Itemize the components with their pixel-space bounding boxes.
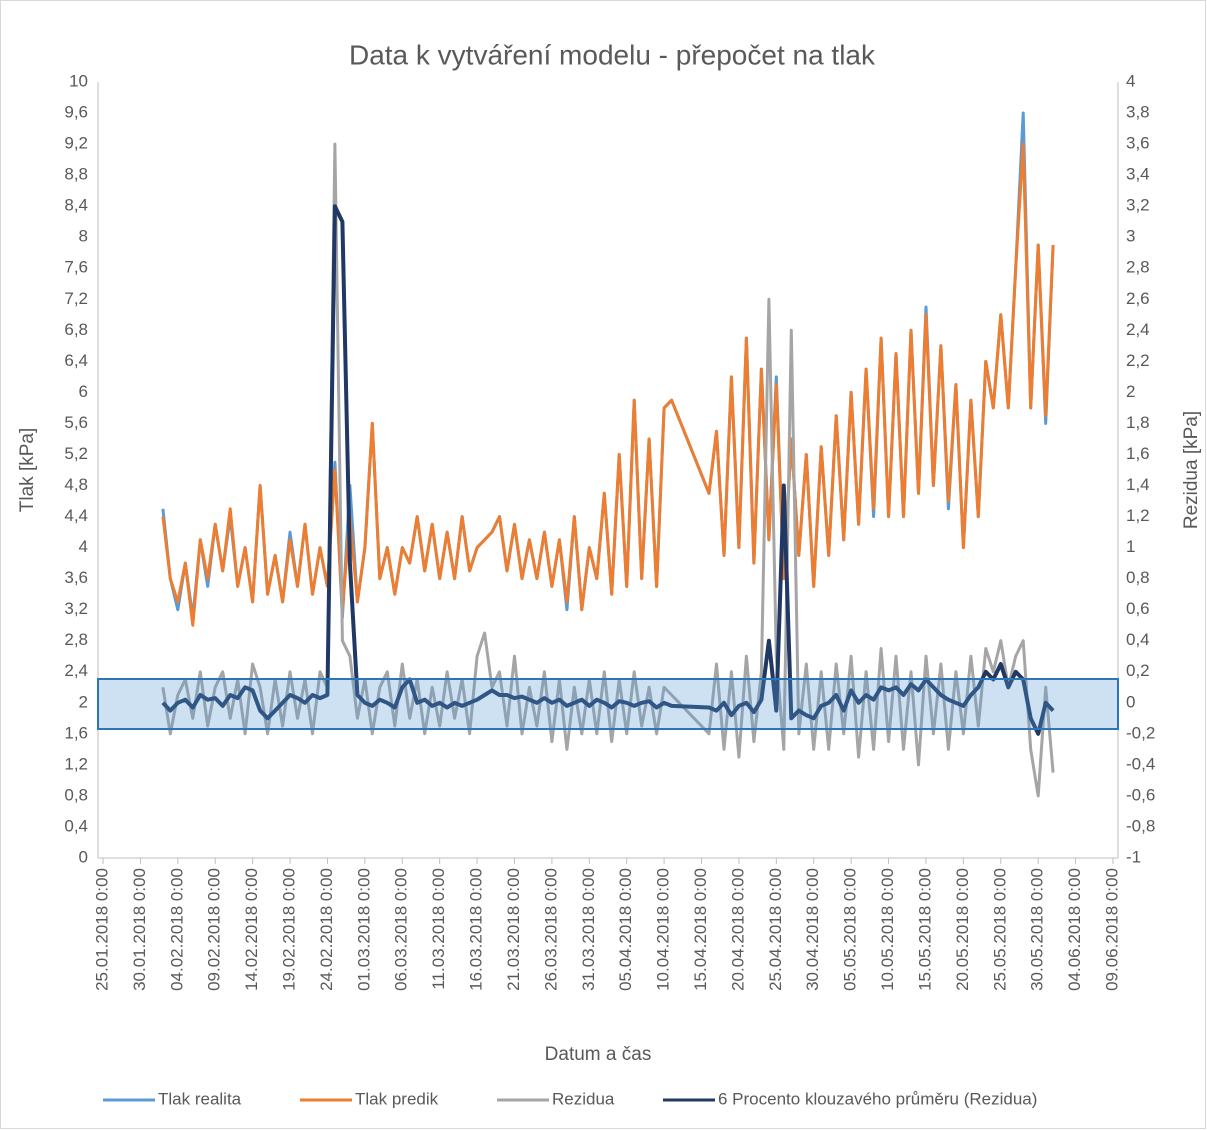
y-tick-label: 2	[79, 692, 88, 711]
x-tick-label: 26.03.2018 0:00	[541, 868, 560, 991]
x-tick-label: 15.05.2018 0:00	[915, 868, 934, 991]
y2-tick-label: 2	[1126, 382, 1135, 401]
x-tick-label: 11.03.2018 0:00	[429, 868, 448, 990]
y-tick-label: 5,2	[64, 444, 88, 463]
series-line	[161, 142, 1055, 627]
y2-tick-label: 1,4	[1126, 475, 1150, 494]
y2-tick-label: 0,4	[1126, 630, 1150, 649]
x-tick-label: 30.04.2018 0:00	[803, 868, 822, 991]
y2-tick-label: 1,8	[1126, 413, 1150, 432]
legend-label: Tlak realita	[158, 1089, 242, 1108]
y2-tick-label: 3	[1126, 227, 1135, 246]
x-tick-label: 25.01.2018 0:00	[92, 868, 111, 991]
y-tick-label: 0,4	[64, 816, 88, 835]
y2-tick-label: 0,6	[1126, 599, 1150, 618]
y2-tick-label: -0,8	[1126, 816, 1155, 835]
y-tick-label: 2,4	[64, 661, 88, 680]
x-tick-label: 19.02.2018 0:00	[280, 868, 299, 991]
y-tick-label: 9,6	[64, 103, 88, 122]
x-tick-label: 30.01.2018 0:00	[130, 868, 149, 991]
y2-tick-label: 0	[1126, 692, 1135, 711]
y-tick-label: 8,8	[64, 165, 88, 184]
x-tick-label: 01.03.2018 0:00	[354, 868, 373, 991]
series-line	[161, 204, 1055, 736]
x-tick-label: 30.05.2018 0:00	[1028, 868, 1047, 991]
y-tick-label: 2,8	[64, 630, 88, 649]
x-tick-label: 25.04.2018 0:00	[766, 868, 785, 991]
y2-tick-label: 0,8	[1126, 568, 1150, 587]
highlight-box	[97, 678, 1119, 730]
y-tick-label: 1,6	[64, 723, 88, 742]
y2-tick-label: 3,8	[1126, 103, 1150, 122]
y2-tick-label: -1	[1126, 847, 1141, 866]
y2-axis-title: Rezidua [kPa]	[1181, 411, 1202, 529]
y-tick-label: 6,8	[64, 320, 88, 339]
y-tick-label: 3,2	[64, 599, 88, 618]
x-tick-label: 16.03.2018 0:00	[467, 868, 486, 991]
y2-tick-label: 2,6	[1126, 289, 1150, 308]
x-tick-label: 10.04.2018 0:00	[654, 868, 673, 991]
y2-tick-label: 2,8	[1126, 258, 1150, 277]
x-axis-title: Datum a čas	[545, 1044, 652, 1065]
x-tick-label: 31.03.2018 0:00	[579, 868, 598, 991]
x-tick-label: 09.02.2018 0:00	[205, 868, 224, 991]
y2-tick-label: 1,6	[1126, 444, 1150, 463]
y-tick-label: 3,6	[64, 568, 88, 587]
x-tick-label: 15.04.2018 0:00	[691, 868, 710, 991]
x-tick-label: 24.02.2018 0:00	[317, 868, 336, 991]
y-tick-label: 9,2	[64, 134, 88, 153]
chart-title: Data k vytváření modelu - přepočet na tl…	[349, 39, 876, 70]
y-tick-label: 0	[79, 847, 88, 866]
x-tick-label: 20.04.2018 0:00	[728, 868, 747, 991]
y-tick-label: 10	[69, 71, 88, 90]
x-tick-label: 06.03.2018 0:00	[392, 868, 411, 991]
y-tick-label: 1,2	[64, 754, 88, 773]
y-tick-label: 7,2	[64, 289, 88, 308]
x-tick-label: 04.02.2018 0:00	[167, 868, 186, 991]
x-tick-label: 21.03.2018 0:00	[504, 868, 523, 991]
x-tick-label: 05.05.2018 0:00	[841, 868, 860, 991]
y2-tick-label: 0,2	[1126, 661, 1150, 680]
y-tick-label: 4,8	[64, 475, 88, 494]
y2-tick-label: 1	[1126, 537, 1135, 556]
x-tick-label: 04.06.2018 0:00	[1065, 868, 1084, 991]
y-tick-label: 8	[79, 227, 88, 246]
legend-label: Tlak predik	[355, 1089, 439, 1108]
x-tick-label: 05.04.2018 0:00	[616, 868, 635, 991]
y-tick-label: 5,6	[64, 413, 88, 432]
y-tick-label: 4	[79, 537, 88, 556]
y-axis-title: Tlak [kPa]	[17, 428, 38, 512]
y2-tick-label: 2,2	[1126, 351, 1150, 370]
y2-tick-label: 3,4	[1126, 165, 1150, 184]
y-tick-label: 6,4	[64, 351, 88, 370]
y2-tick-label: 4	[1126, 71, 1135, 90]
y-tick-label: 8,4	[64, 196, 88, 215]
y2-tick-label: 2,4	[1126, 320, 1150, 339]
y2-tick-label: 3,2	[1126, 196, 1150, 215]
x-tick-label: 14.02.2018 0:00	[242, 868, 261, 991]
legend-label: 6 Procento klouzavého průměru (Rezidua)	[718, 1089, 1037, 1108]
y-tick-label: 0,8	[64, 785, 88, 804]
y-tick-label: 4,4	[64, 506, 88, 525]
x-tick-label: 25.05.2018 0:00	[990, 868, 1009, 991]
y2-tick-label: -0,2	[1126, 723, 1155, 742]
x-tick-label: 09.06.2018 0:00	[1102, 868, 1121, 991]
y2-tick-label: 1,2	[1126, 506, 1150, 525]
x-tick-label: 20.05.2018 0:00	[953, 868, 972, 991]
y2-tick-label: 3,6	[1126, 134, 1150, 153]
legend-label: Rezidua	[552, 1089, 615, 1108]
y2-tick-label: -0,6	[1126, 785, 1155, 804]
x-tick-label: 10.05.2018 0:00	[878, 868, 897, 991]
y-tick-label: 7,6	[64, 258, 88, 277]
y2-tick-label: -0,4	[1126, 754, 1155, 773]
y-tick-label: 6	[79, 382, 88, 401]
